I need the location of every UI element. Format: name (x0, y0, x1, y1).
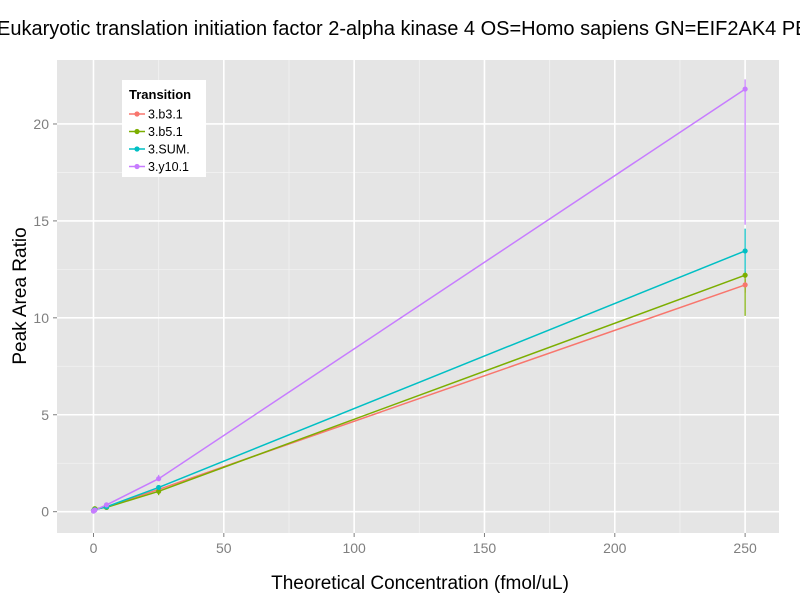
x-tick-label: 50 (216, 540, 232, 556)
y-tick-label: 15 (33, 213, 49, 229)
x-axis-ticks: 0 50 100 150 200 250 (90, 533, 757, 556)
x-tick-label: 100 (342, 540, 366, 556)
y-tick-label: 0 (41, 504, 49, 520)
data-point-3-b5-1 (156, 488, 162, 494)
x-tick-label: 150 (473, 540, 497, 556)
legend-label-3-sum: 3.SUM. (148, 143, 190, 157)
legend-box (122, 80, 206, 177)
data-point-3-b5-1 (742, 272, 748, 278)
y-tick-label: 20 (33, 116, 49, 132)
data-point-3-y10-1 (156, 476, 162, 482)
y-tick-label: 10 (33, 310, 49, 326)
data-point-3-b3-1 (742, 282, 748, 288)
data-points (90, 86, 748, 514)
legend-key-point-3-b3-1 (134, 111, 140, 117)
legend-label-3-y10-1: 3.y10.1 (148, 160, 189, 174)
legend-items: 3.b3.1 3.b5.1 3.SUM. 3.y10.1 (129, 108, 190, 174)
data-point-3-y10-1 (742, 86, 748, 92)
chart-title: Eukaryotic translation initiation factor… (0, 18, 800, 40)
legend: Transition 3.b3.1 3.b5.1 3.SUM. 3.y10.1 (122, 80, 206, 177)
legend-key-point-3-b5-1 (134, 128, 140, 135)
y-tick-label: 5 (41, 407, 49, 423)
legend-title: Transition (129, 87, 191, 102)
data-point-3-y10-1 (92, 507, 98, 513)
x-tick-label: 200 (603, 540, 627, 556)
data-point-3-sum (742, 248, 748, 254)
y-axis-ticks: 0 5 10 15 20 (33, 116, 57, 520)
legend-label-3-b3-1: 3.b3.1 (148, 108, 183, 122)
data-point-3-y10-1 (103, 502, 110, 508)
data-point-3-sum (156, 484, 162, 491)
y-axis-label: Peak Area Ratio (10, 227, 31, 364)
legend-key-point-3-y10-1 (134, 163, 140, 170)
legend-key-point-3-sum (134, 146, 140, 152)
x-tick-label: 250 (733, 540, 757, 556)
x-axis-label: Theoretical Concentration (fmol/uL) (271, 573, 569, 594)
legend-label-3-b5-1: 3.b5.1 (148, 125, 183, 139)
x-tick-label: 0 (90, 540, 98, 556)
